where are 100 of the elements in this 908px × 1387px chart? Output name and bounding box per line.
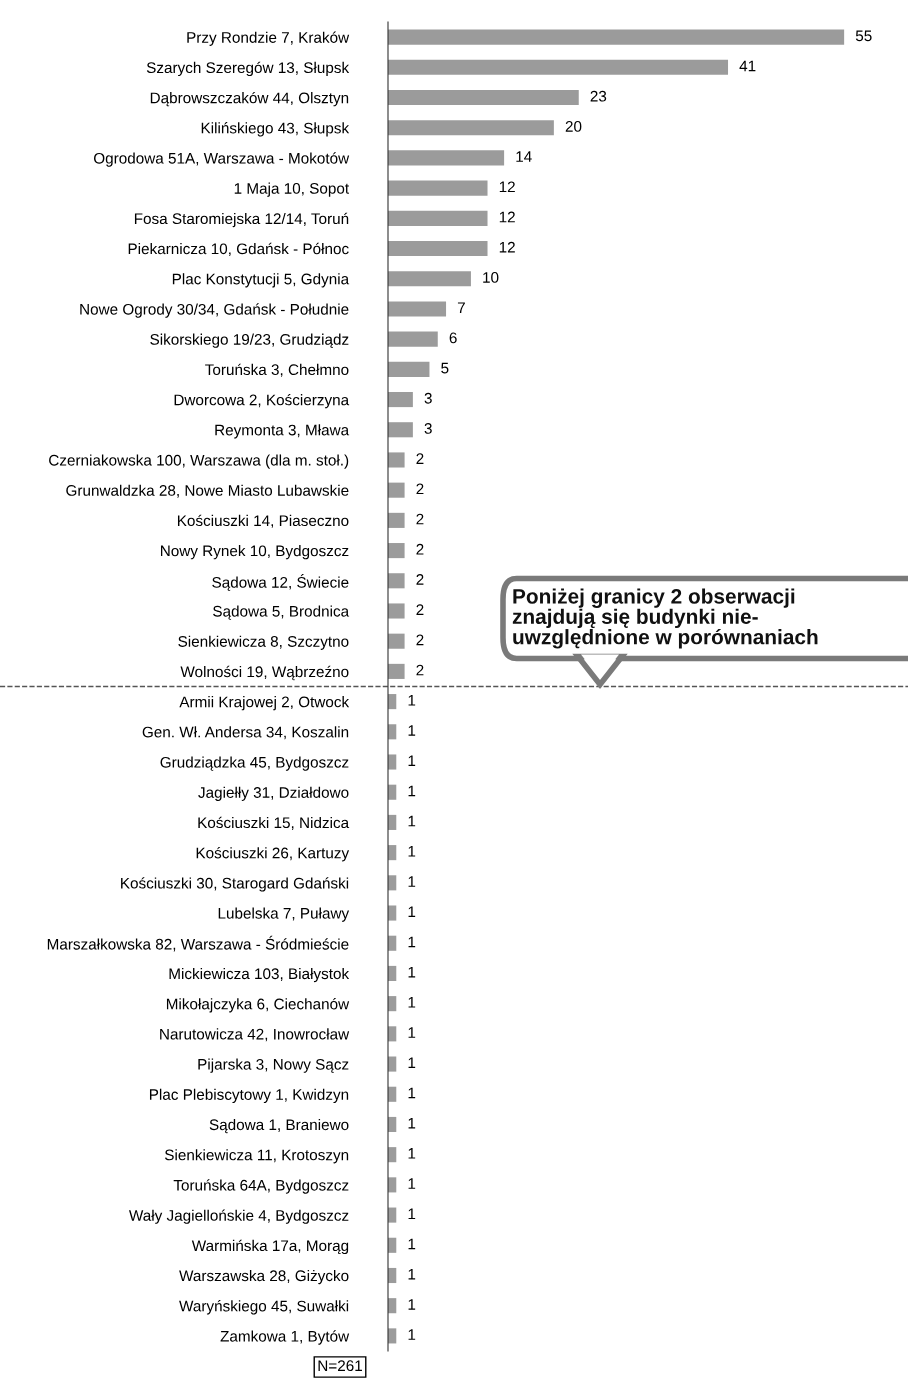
y-tick-label: Wały Jagiellońskie 4, Bydgoszcz: [128, 1209, 349, 1224]
annotation: Poniżej granicy 2 obserwacji znajdują się budynki nie- uwzględnione w porównaniach: [512, 588, 818, 649]
data-label: 1: [408, 1117, 416, 1129]
y-tick-label: Plac Plebiscytowy 1, Kwidzyn: [149, 1088, 349, 1103]
data-label: 1: [408, 1087, 416, 1099]
data-label: 1: [408, 815, 416, 827]
y-tick-label: 1 Maja 10, Sopot: [234, 182, 350, 197]
data-label: 2: [416, 634, 424, 646]
y-tick-label: Warszawska 28, Giżycko: [179, 1269, 349, 1285]
data-label: 3: [424, 392, 432, 404]
bar: [388, 663, 405, 679]
data-label: 2: [416, 543, 424, 555]
bar: [388, 210, 488, 226]
data-label: 12: [499, 211, 515, 223]
y-tick-label: Grunwaldzka 28, Nowe Miasto Lubawskie: [66, 484, 349, 498]
data-label: 1: [408, 997, 416, 1008]
y-tick-label: Plac Konstytucji 5, Gdynia: [172, 273, 350, 288]
y-tick-label: Sikorskiego 19/23, Grudziądz: [150, 333, 349, 348]
bar: [388, 482, 405, 498]
bar: [388, 59, 729, 75]
data-label: 55: [855, 30, 872, 42]
bar: [388, 29, 845, 45]
bar: [388, 89, 579, 106]
bar: [388, 361, 430, 377]
data-label: 1: [408, 876, 416, 887]
data-label: 10: [483, 272, 499, 283]
y-tick-label: Toruńska 3, Chełmno: [205, 363, 349, 377]
bar: [388, 452, 405, 468]
y-tick-label: Sienkiewicza 8, Szczytno: [178, 635, 349, 650]
data-label: 41: [739, 60, 756, 72]
data-label: 1: [408, 1299, 416, 1310]
y-tick-label: Sądowa 5, Brodnica: [213, 605, 350, 620]
y-tick-label: Pijarska 3, Nowy Sącz: [198, 1058, 349, 1073]
data-label: 1: [408, 1178, 416, 1189]
data-label: 2: [416, 664, 424, 676]
bar: [388, 512, 405, 528]
data-label: 1: [408, 966, 416, 978]
y-tick-label: Ogrodowa 51A, Warszawa - Mokotów: [94, 152, 350, 167]
y-tick-label: Jagiełły 31, Działdowo: [198, 786, 349, 801]
data-label: 1: [408, 755, 416, 766]
data-label: 1: [408, 936, 416, 948]
bar: [388, 331, 438, 347]
bar: [388, 633, 405, 649]
data-label: 14: [516, 151, 532, 162]
text: N=261: [318, 1360, 362, 1372]
data-label: 20: [565, 121, 582, 132]
y-tick-label: Gen. Wł. Andersa 34, Koszalin: [142, 726, 349, 740]
y-tick-label: Sądowa 12, Świecie: [212, 573, 349, 591]
bar: [388, 543, 405, 559]
data-label: 2: [416, 574, 424, 585]
data-label: 12: [499, 181, 515, 193]
data-label: 1: [408, 1268, 416, 1280]
bar: [388, 240, 488, 257]
data-label: 1: [408, 1208, 416, 1220]
y-tick-label: Zamkowa 1, Bytów: [220, 1330, 350, 1345]
data-label: 1: [408, 846, 416, 857]
data-label: 2: [416, 483, 424, 495]
y-tick-label: Kilińskiego 43, Słupsk: [201, 122, 350, 137]
y-tick-label: Przy Rondzie 7, Kraków: [187, 31, 350, 46]
data-label: 1: [408, 1329, 416, 1340]
y-tick-label: Czerniakowska 100, Warszawa (dla m. stoł.): [49, 454, 349, 469]
bar: [388, 301, 447, 317]
bar: [388, 905, 397, 921]
y-tick-label: Kościuszki 26, Kartuzy: [196, 847, 350, 862]
bar: [388, 120, 554, 136]
y-tick-label: Sienkiewicza 11, Krotoszyn: [164, 1149, 349, 1164]
y-tick-label: Narutowicza 42, Inowrocław: [160, 1028, 350, 1042]
y-tick-label: Piekarnicza 10, Gdańsk - Północ: [128, 242, 349, 257]
data-label: 1: [408, 906, 416, 917]
y-tick-label: Wolności 19, Wąbrzeźno: [180, 665, 349, 681]
data-label: 12: [499, 241, 515, 253]
data-label: 2: [416, 604, 424, 615]
data-label: 3: [424, 423, 432, 434]
data-label: 6: [449, 332, 457, 344]
data-label: 1: [408, 695, 416, 706]
y-tick-label: Reymonta 3, Mława: [215, 424, 350, 439]
data-label: 1: [408, 1148, 416, 1159]
bar: [388, 271, 471, 287]
y-tick-label: Grudziądzka 45, Bydgoszcz: [160, 756, 349, 771]
data-label: 23: [590, 90, 607, 102]
bar: [388, 573, 405, 589]
bar: [388, 180, 488, 196]
y-tick-label: Nowy Rynek 10, Bydgoszcz: [161, 545, 349, 560]
y-tick-label: Nowe Ogrody 30/34, Gdańsk - Południe: [80, 303, 349, 318]
y-tick-label: Waryńskiego 45, Suwałki: [179, 1300, 349, 1315]
y-tick-label: Lubelska 7, Puławy: [218, 907, 350, 922]
bar: [388, 754, 397, 770]
bar: [388, 392, 413, 408]
data-label: 5: [441, 362, 449, 374]
data-label: 1: [408, 1057, 416, 1069]
data-label: 1: [408, 725, 416, 736]
y-tick-label: Marszałkowska 82, Warszawa - Śródmieście: [47, 935, 349, 952]
y-tick-label: Kościuszki 15, Nidzica: [198, 816, 350, 830]
y-tick-label: Kościuszki 14, Piaseczno: [177, 514, 349, 528]
y-tick-label: Armii Krajowej 2, Otwock: [179, 696, 350, 711]
y-tick-label: Mikołajczyka 6, Ciechanów: [166, 998, 350, 1013]
y-tick-label: Dworcowa 2, Kościerzyna: [174, 393, 350, 409]
data-label: 1: [408, 1238, 416, 1250]
bar: [388, 603, 405, 619]
y-tick-label: Kościuszki 30, Starogard Gdański: [121, 877, 349, 892]
